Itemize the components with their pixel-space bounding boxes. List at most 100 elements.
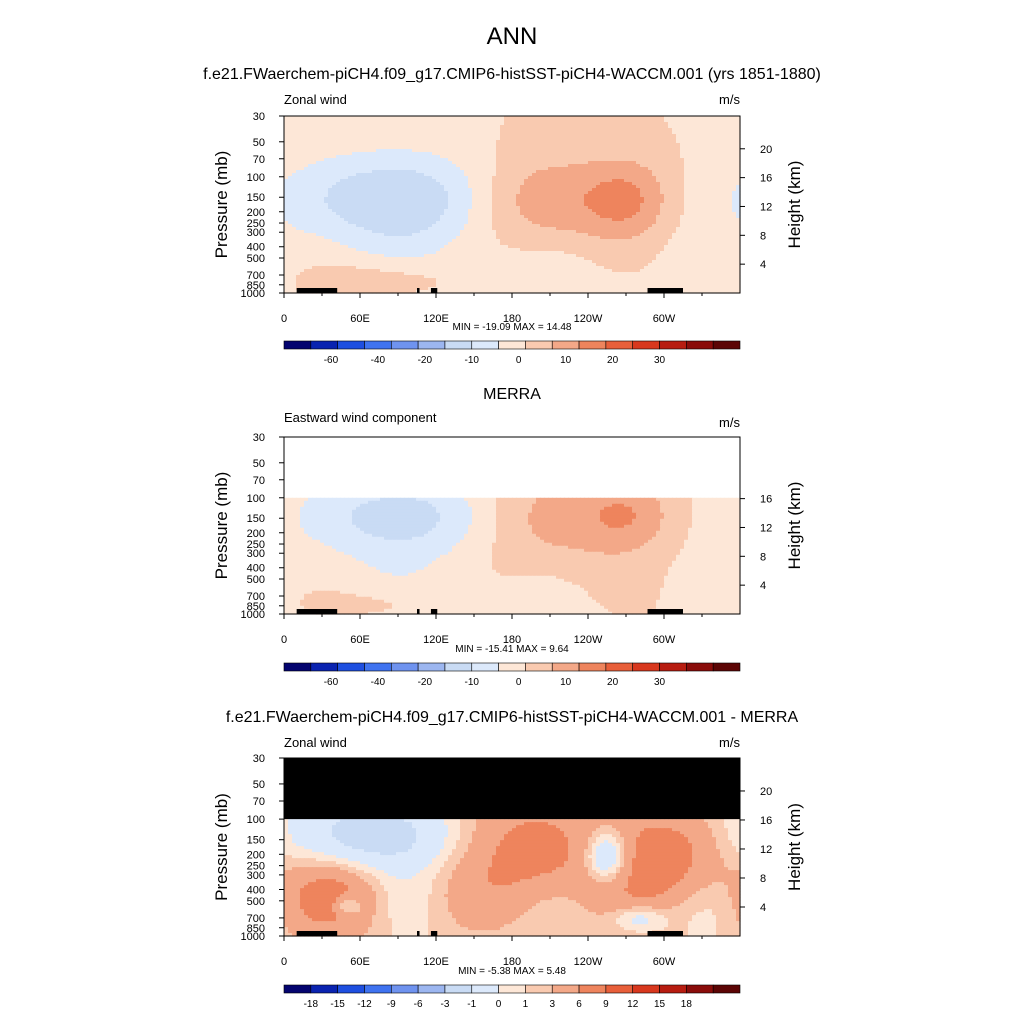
contour-cell — [380, 188, 385, 192]
contour-cell — [376, 197, 381, 201]
contour-cell — [516, 131, 521, 135]
contour-cell — [584, 206, 589, 210]
contour-cell — [424, 122, 429, 126]
contour-cell — [308, 215, 313, 219]
contour-cell — [576, 134, 581, 138]
contour-cell — [560, 182, 565, 186]
contour-cell — [624, 122, 629, 126]
contour-cell — [316, 245, 321, 249]
contour-cell — [308, 149, 313, 153]
contour-cell — [508, 218, 513, 222]
contour-cell — [460, 134, 465, 138]
contour-cell — [384, 149, 389, 153]
contour-cell — [392, 161, 397, 165]
contour-cell — [620, 185, 625, 189]
contour-cell — [432, 164, 437, 168]
contour-cell — [360, 176, 365, 180]
contour-cell — [424, 230, 429, 234]
contour-cell — [456, 185, 461, 189]
contour-cell — [708, 155, 713, 159]
contour-cell — [500, 230, 505, 234]
contour-cell — [284, 170, 289, 174]
contour-cell — [724, 155, 729, 159]
contour-cell — [288, 182, 293, 186]
contour-cell — [356, 206, 361, 210]
contour-cell — [664, 140, 669, 144]
contour-cell — [412, 137, 417, 141]
contour-cell — [732, 194, 737, 198]
contour-cell — [308, 128, 313, 132]
contour-cell — [732, 191, 737, 195]
contour-cell — [548, 146, 553, 150]
contour-cell — [452, 158, 457, 162]
contour-cell — [676, 200, 681, 204]
contour-cell — [636, 155, 641, 159]
contour-cell — [552, 203, 557, 207]
contour-cell — [724, 143, 729, 147]
contour-cell — [364, 209, 369, 213]
contour-cell — [512, 194, 517, 198]
contour-cell — [532, 128, 537, 132]
contour-cell — [548, 218, 553, 222]
contour-cell — [460, 170, 465, 174]
contour-cell — [708, 209, 713, 213]
contour-cell — [424, 245, 429, 249]
contour-cell — [488, 143, 493, 147]
contour-cell — [588, 206, 593, 210]
contour-cell — [568, 194, 573, 198]
contour-cell — [664, 215, 669, 219]
contour-cell — [380, 239, 385, 243]
contour-cell — [364, 155, 369, 159]
contour-cell — [496, 146, 501, 150]
contour-cell — [704, 155, 709, 159]
contour-cell — [692, 215, 697, 219]
contour-cell — [616, 215, 621, 219]
contour-cell — [648, 206, 653, 210]
contour-cell — [644, 116, 649, 120]
contour-cell — [444, 197, 449, 201]
contour-cell — [680, 125, 685, 129]
contour-cell — [616, 155, 621, 159]
contour-cell — [380, 194, 385, 198]
contour-cell — [696, 176, 701, 180]
contour-cell — [684, 152, 689, 156]
contour-cell — [620, 167, 625, 171]
contour-cell — [552, 218, 557, 222]
contour-cell — [372, 230, 377, 234]
contour-cell — [452, 134, 457, 138]
contour-cell — [500, 149, 505, 153]
contour-cell — [620, 155, 625, 159]
contour-cell — [416, 239, 421, 243]
contour-cell — [428, 179, 433, 183]
contour-cell — [620, 212, 625, 216]
contour-cell — [496, 236, 501, 240]
contour-cell — [596, 224, 601, 228]
contour-cell — [728, 140, 733, 144]
contour-cell — [512, 191, 517, 195]
contour-cell — [340, 122, 345, 126]
contour-cell — [612, 143, 617, 147]
contour-cell — [520, 245, 525, 249]
contour-cell — [460, 179, 465, 183]
contour-cell — [304, 245, 309, 249]
contour-cell — [664, 149, 669, 153]
contour-cell — [348, 119, 353, 123]
contour-cell — [540, 149, 545, 153]
contour-cell — [524, 122, 529, 126]
contour-cell — [308, 227, 313, 231]
contour-cell — [712, 188, 717, 192]
contour-cell — [308, 134, 313, 138]
contour-cell — [452, 188, 457, 192]
contour-cell — [428, 155, 433, 159]
contour-cell — [396, 155, 401, 159]
contour-cell — [652, 122, 657, 126]
contour-cell — [648, 137, 653, 141]
contour-cell — [680, 167, 685, 171]
contour-cell — [432, 215, 437, 219]
contour-cell — [720, 149, 725, 153]
contour-cell — [528, 140, 533, 144]
contour-cell — [668, 119, 673, 123]
contour-cell — [412, 134, 417, 138]
contour-cell — [716, 182, 721, 186]
contour-cell — [424, 206, 429, 210]
